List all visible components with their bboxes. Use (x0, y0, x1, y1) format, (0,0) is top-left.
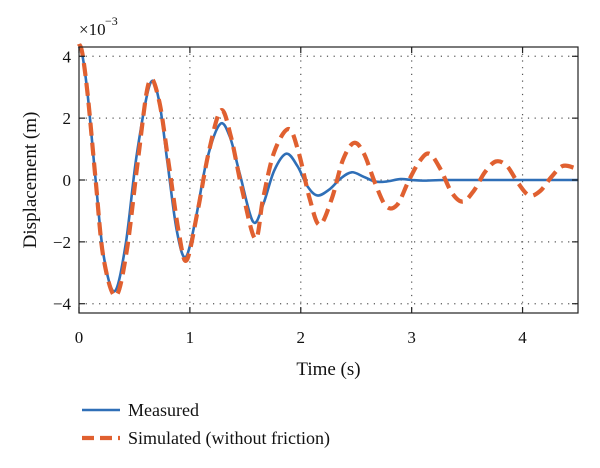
x-tick-label: 1 (186, 328, 195, 347)
y-tick-label: 4 (63, 47, 72, 66)
simulated-series-line (77, 42, 580, 299)
y-tick-label: 0 (63, 171, 72, 190)
ticks: 0 1 2 3 4 −4 −2 0 2 4 (53, 47, 578, 347)
y-multiplier-base: ×10 (79, 20, 106, 39)
x-tick-label: 0 (75, 328, 84, 347)
y-multiplier-label: ×10 −3 (79, 14, 118, 39)
y-axis-label: Displacement (m) (20, 112, 41, 249)
y-multiplier-exponent: −3 (105, 14, 118, 28)
legend: Measured Simulated (without friction) (82, 400, 330, 449)
legend-label-measured: Measured (128, 400, 199, 420)
y-tick-label: 2 (63, 109, 72, 128)
x-axis-label: Time (s) (296, 359, 360, 380)
x-tick-label: 4 (518, 328, 527, 347)
x-tick-label: 2 (297, 328, 306, 347)
series-layer (77, 42, 580, 299)
legend-label-simulated: Simulated (without friction) (128, 428, 330, 449)
y-tick-label: −2 (53, 233, 71, 252)
y-tick-label: −4 (53, 295, 72, 314)
x-tick-label: 3 (407, 328, 416, 347)
